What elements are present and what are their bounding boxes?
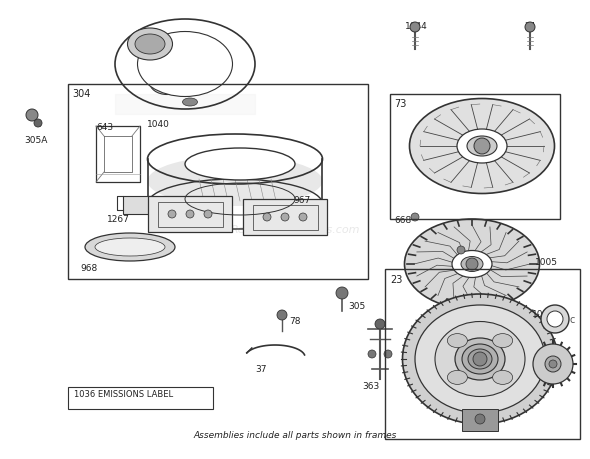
Bar — [68, 387, 213, 409]
Text: 73: 73 — [394, 99, 407, 109]
Text: 1040: 1040 — [147, 120, 170, 129]
Circle shape — [26, 110, 38, 122]
Circle shape — [281, 213, 289, 222]
Circle shape — [549, 360, 557, 368]
Text: 363: 363 — [362, 381, 379, 390]
Text: 305: 305 — [348, 302, 365, 310]
Circle shape — [411, 213, 419, 222]
Bar — [253, 206, 318, 230]
Ellipse shape — [85, 234, 175, 262]
Ellipse shape — [462, 344, 498, 374]
Text: 305A: 305A — [24, 136, 47, 145]
Ellipse shape — [182, 99, 198, 107]
Circle shape — [368, 350, 376, 358]
Circle shape — [204, 211, 212, 218]
Circle shape — [466, 258, 478, 270]
Bar — [390, 95, 560, 219]
Text: 304: 304 — [72, 89, 90, 99]
Ellipse shape — [447, 370, 467, 385]
Text: 1036 EMISSIONS LABEL: 1036 EMISSIONS LABEL — [74, 389, 173, 398]
Text: 74: 74 — [524, 22, 535, 31]
Ellipse shape — [409, 99, 555, 194]
Ellipse shape — [415, 305, 545, 413]
Bar — [123, 196, 151, 214]
Ellipse shape — [405, 219, 539, 309]
Bar — [148, 196, 232, 233]
Bar — [68, 85, 368, 280]
Ellipse shape — [402, 294, 558, 424]
Circle shape — [384, 350, 392, 358]
Text: 643: 643 — [96, 123, 113, 132]
Text: 783: 783 — [535, 357, 552, 366]
Ellipse shape — [455, 338, 505, 380]
Text: 445: 445 — [148, 236, 165, 246]
Circle shape — [525, 23, 535, 33]
Bar — [385, 269, 580, 439]
Circle shape — [545, 356, 561, 372]
Ellipse shape — [185, 149, 295, 180]
Circle shape — [375, 319, 385, 329]
Ellipse shape — [95, 239, 165, 257]
Circle shape — [186, 211, 194, 218]
Circle shape — [34, 120, 42, 128]
Text: 23: 23 — [390, 274, 402, 285]
Circle shape — [168, 211, 176, 218]
Text: ReplacementParts.com: ReplacementParts.com — [230, 224, 360, 235]
Circle shape — [457, 246, 465, 254]
Circle shape — [277, 310, 287, 320]
Circle shape — [547, 311, 563, 327]
Circle shape — [533, 344, 573, 384]
Ellipse shape — [148, 157, 323, 207]
Ellipse shape — [493, 370, 513, 385]
Ellipse shape — [493, 334, 513, 348]
Ellipse shape — [468, 349, 492, 369]
Circle shape — [474, 139, 490, 155]
Ellipse shape — [435, 322, 525, 397]
Ellipse shape — [447, 334, 467, 348]
Circle shape — [541, 305, 569, 333]
Ellipse shape — [127, 29, 172, 61]
Ellipse shape — [461, 257, 483, 272]
Ellipse shape — [135, 35, 165, 55]
Circle shape — [475, 414, 485, 424]
Ellipse shape — [137, 33, 232, 97]
Text: 1070: 1070 — [440, 242, 463, 252]
Text: 37: 37 — [255, 364, 267, 373]
Text: 1005: 1005 — [535, 257, 558, 266]
Circle shape — [263, 213, 271, 222]
Text: 968: 968 — [80, 263, 97, 272]
Ellipse shape — [457, 130, 507, 164]
Circle shape — [336, 287, 348, 299]
Text: 1044: 1044 — [405, 22, 428, 31]
Circle shape — [473, 352, 487, 366]
Circle shape — [410, 23, 420, 33]
Text: c: c — [570, 314, 575, 325]
Ellipse shape — [467, 137, 497, 157]
Text: 1051: 1051 — [532, 309, 555, 318]
Text: 78: 78 — [289, 316, 300, 325]
Text: 1267: 1267 — [107, 214, 130, 224]
Ellipse shape — [452, 251, 492, 278]
Text: 967: 967 — [293, 196, 310, 205]
Bar — [462, 409, 498, 431]
Bar — [158, 202, 223, 228]
Text: 668: 668 — [394, 216, 411, 224]
Circle shape — [299, 213, 307, 222]
Ellipse shape — [149, 70, 185, 95]
Bar — [243, 200, 327, 235]
Text: Assemblies include all parts shown in frames: Assemblies include all parts shown in fr… — [194, 430, 396, 439]
